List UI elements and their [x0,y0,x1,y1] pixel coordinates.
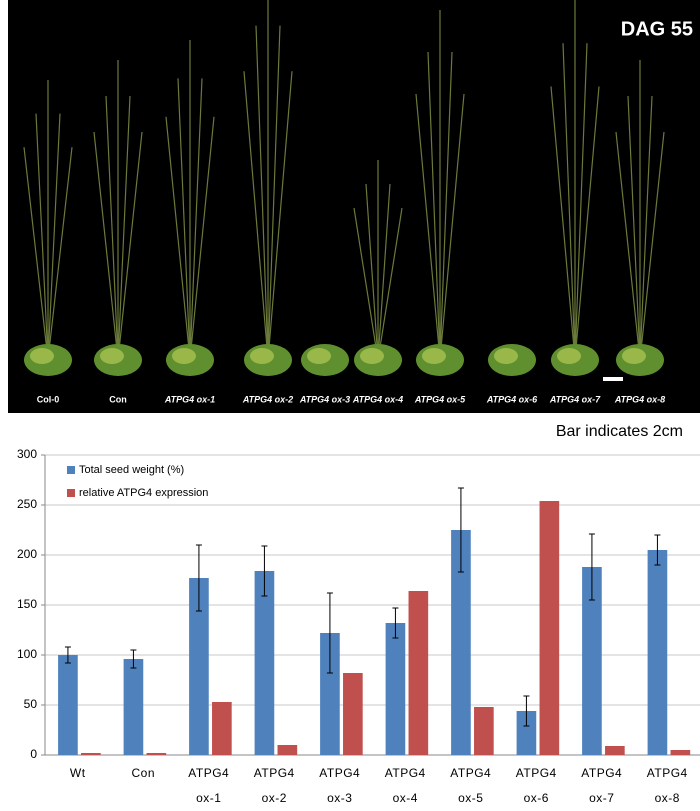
legend-swatch [67,489,75,497]
rosette-highlight [557,348,581,364]
bar [255,571,275,755]
plant-label: ATPG4 ox-5 [414,394,466,404]
bar [474,707,494,755]
y-tick-label: 200 [17,547,37,561]
bar [648,550,668,755]
bar [343,673,363,755]
legend-swatch [67,466,75,474]
plant-label: ATPG4 ox-3 [299,394,350,404]
x-tick-label: ATPG4 ox-2 [251,761,297,811]
plant-label: ATPG4 ox-8 [614,394,665,404]
plant-label: ATPG4 ox-4 [352,394,403,404]
bar [540,501,560,755]
y-tick-label: 150 [17,597,37,611]
x-tick-label: ATPG4 ox-7 [579,761,625,811]
bar [212,702,232,755]
rosette-highlight [100,348,124,364]
rosette-highlight [494,348,518,364]
bar [124,659,144,755]
y-tick-label: 100 [17,647,37,661]
y-tick-label: 300 [17,447,37,461]
legend-label: Total seed weight (%) [79,464,184,476]
bar [58,655,78,755]
plant-label: ATPG4 ox-6 [486,394,538,404]
rosette-highlight [172,348,196,364]
y-tick-label: 50 [24,697,38,711]
x-tick-label: Con [120,761,166,786]
scale-note: Bar indicates 2cm [556,423,683,440]
bar [386,623,406,755]
x-tick-label: ATPG4 ox-8 [644,761,690,811]
x-tick-label: ATPG4 ox-6 [513,761,559,811]
figure: DAG 55 Bar indicates 2cm Col-0 Con ATPG4 o… [0,0,700,811]
x-tick-label: ATPG4 ox-5 [448,761,494,811]
y-tick-label: 0 [30,747,37,761]
rosette-highlight [30,348,54,364]
x-tick-label: Wt [55,761,101,786]
rosette-highlight [250,348,274,364]
plant-label: Col-0 [37,394,60,404]
bar [671,750,691,755]
rosette-highlight [360,348,384,364]
x-tick-label: ATPG4 ox-4 [382,761,428,811]
scale-bar [603,377,623,381]
plant-label: ATPG4 ox-2 [242,394,293,404]
stage-label: DAG 55 [621,18,693,40]
plant-label: Con [109,394,127,404]
plant-label: ATPG4 ox-7 [549,394,601,404]
bar [409,591,429,755]
rosette-highlight [307,348,331,364]
plant-label: ATPG4 ox-1 [164,394,215,404]
rosette-highlight [622,348,646,364]
bar [147,753,167,755]
bar [605,746,625,755]
y-tick-label: 250 [17,497,37,511]
bar [278,745,298,755]
legend-label: relative ATPG4 expression [79,487,208,499]
figure-canvas: DAG 55 Bar indicates 2cm Col-0 Con ATPG4 o… [0,0,700,811]
x-tick-label: ATPG4 ox-1 [186,761,232,811]
bar [81,753,101,755]
x-tick-label: ATPG4 ox-3 [317,761,363,811]
rosette-highlight [422,348,446,364]
